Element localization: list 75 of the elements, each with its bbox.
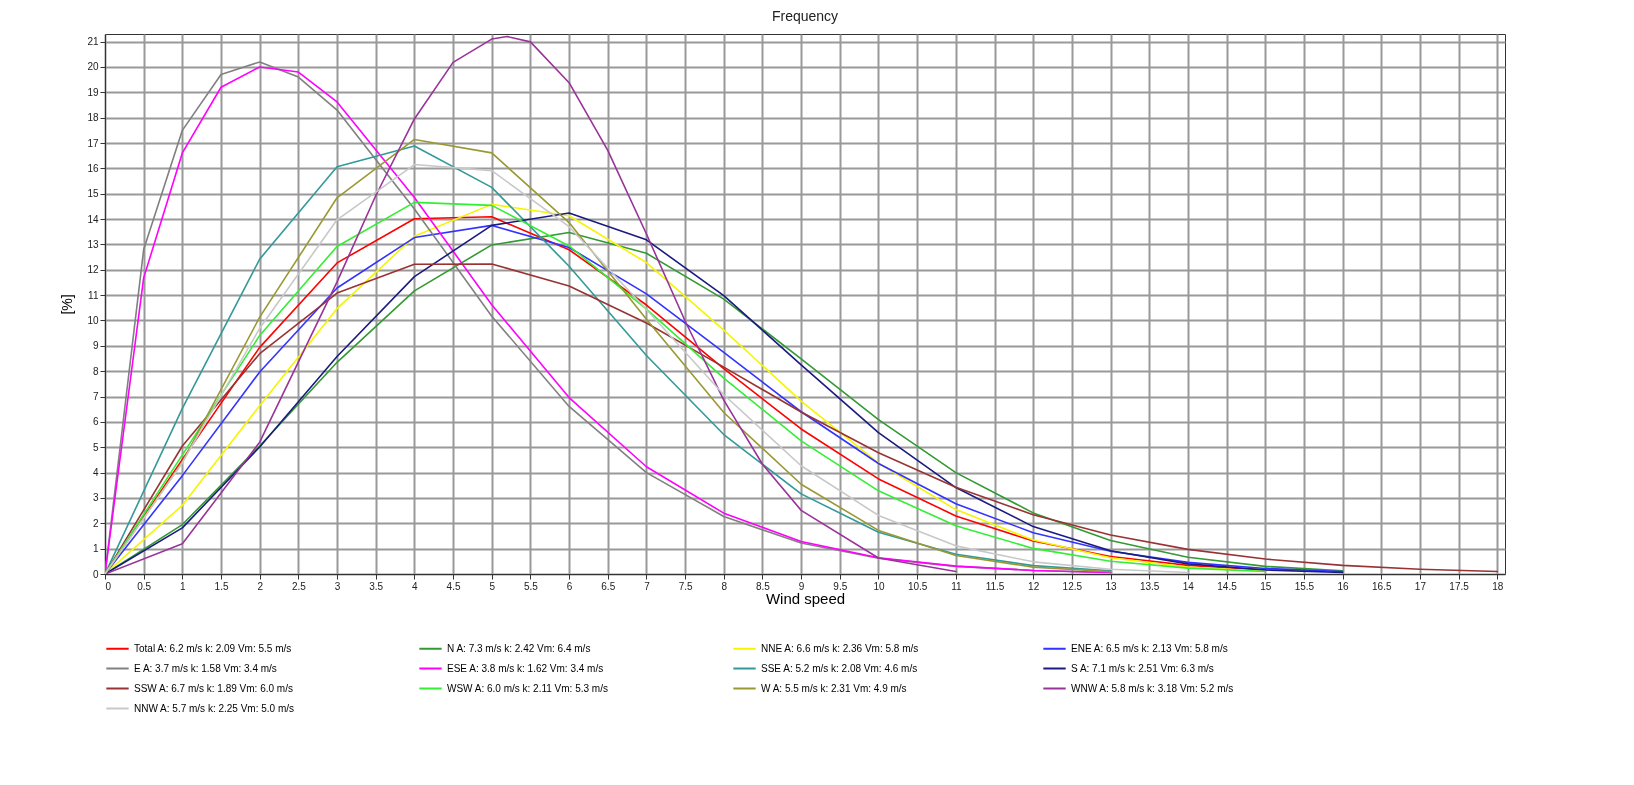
x-tick-label: 1 (180, 580, 187, 592)
legend-label: NNW A: 5.7 m/s k: 2.25 Vm: 5.0 m/s (134, 702, 295, 714)
y-tick-label: 4 (92, 467, 99, 479)
x-tick-label: 9.5 (833, 580, 848, 592)
legend-label: W A: 5.5 m/s k: 2.31 Vm: 4.9 m/s (761, 682, 907, 694)
x-tick-label: 14 (1182, 580, 1195, 592)
x-tick-label: 14.5 (1217, 580, 1238, 592)
legend-label: E A: 3.7 m/s k: 1.58 Vm: 3.4 m/s (134, 662, 277, 674)
legend-label: Total A: 6.2 m/s k: 2.09 Vm: 5.5 m/s (134, 642, 292, 654)
y-tick-label: 14 (87, 213, 99, 225)
x-tick-label: 5.5 (523, 580, 539, 592)
y-tick-label: 0 (92, 568, 99, 580)
y-tick-label: 11 (88, 289, 99, 301)
y-tick-label: 6 (92, 416, 99, 428)
x-tick-label: 16 (1337, 580, 1350, 592)
x-tick-label: 13.5 (1139, 580, 1160, 592)
x-tick-label: 16.5 (1372, 580, 1392, 592)
x-tick-label: 4.5 (446, 580, 461, 592)
y-tick-label: 13 (87, 238, 99, 250)
x-axis-title: Wind speed (765, 589, 846, 607)
y-tick-label: 2 (92, 517, 99, 529)
y-tick-label: 5 (92, 441, 99, 453)
y-tick-label: 15 (87, 188, 99, 200)
x-tick-label: 12 (1028, 580, 1040, 592)
chart-title: Frequency (771, 8, 839, 24)
y-tick-label: 8 (92, 365, 99, 377)
y-tick-label: 3 (92, 492, 99, 504)
legend-label: ENE A: 6.5 m/s k: 2.13 Vm: 5.8 m/s (1071, 642, 1228, 654)
legend-label: WNW A: 5.8 m/s k: 3.18 Vm: 5.2 m/s (1071, 682, 1234, 694)
x-tick-label: 13 (1105, 580, 1118, 592)
legend-label: S A: 7.1 m/s k: 2.51 Vm: 6.3 m/s (1071, 662, 1214, 674)
x-tick-label: 4 (412, 580, 419, 592)
x-tick-label: 7 (644, 580, 651, 592)
y-tick-label: 17 (87, 137, 99, 149)
legend-label: SSE A: 5.2 m/s k: 2.08 Vm: 4.6 m/s (761, 662, 918, 674)
x-tick-label: 6.5 (601, 580, 616, 592)
x-tick-label: 17 (1414, 580, 1427, 592)
y-tick-label: 20 (87, 61, 99, 73)
x-tick-label: 11 (951, 580, 962, 592)
x-tick-label: 2 (257, 580, 264, 592)
legend-label: WSW A: 6.0 m/s k: 2.11 Vm: 5.3 m/s (447, 682, 608, 694)
y-tick-label: 21 (87, 36, 99, 48)
y-tick-label: 12 (87, 264, 99, 276)
legend-label: ESE A: 3.8 m/s k: 1.62 Vm: 3.4 m/s (447, 662, 604, 674)
y-tick-label: 9 (92, 340, 99, 352)
y-axis-title: [%] (59, 294, 76, 315)
x-tick-label: 15.5 (1294, 580, 1315, 592)
y-tick-label: 10 (87, 314, 99, 326)
x-tick-label: 8 (721, 580, 728, 592)
x-tick-label: 0 (105, 580, 112, 592)
y-tick-label: 7 (92, 391, 99, 403)
x-tick-label: 10 (873, 580, 885, 592)
y-tick-label: 18 (87, 112, 99, 124)
x-tick-label: 3 (334, 580, 341, 592)
x-tick-label: 8.5 (756, 580, 771, 592)
x-tick-label: 0.5 (137, 580, 152, 592)
x-tick-label: 3.5 (369, 580, 384, 592)
x-tick-label: 7.5 (678, 580, 693, 592)
x-tick-label: 10.5 (907, 580, 928, 592)
x-tick-label: 12.5 (1062, 580, 1083, 592)
x-tick-label: 1.5 (214, 580, 229, 592)
y-tick-label: 1 (92, 543, 99, 555)
y-tick-label: 19 (87, 86, 99, 98)
legend-label: NNE A: 6.6 m/s k: 2.36 Vm: 5.8 m/s (761, 642, 919, 654)
x-tick-label: 15 (1260, 580, 1272, 592)
x-tick-label: 11.5 (985, 580, 1005, 592)
legend-label: SSW A: 6.7 m/s k: 1.89 Vm: 6.0 m/s (134, 682, 293, 694)
x-tick-label: 18 (1492, 580, 1504, 592)
x-tick-label: 5 (489, 580, 496, 592)
x-tick-label: 17.5 (1449, 580, 1470, 592)
x-tick-label: 9 (798, 580, 805, 592)
x-tick-label: 2.5 (291, 580, 307, 592)
legend-label: N A: 7.3 m/s k: 2.42 Vm: 6.4 m/s (447, 642, 591, 654)
x-tick-label: 6 (566, 580, 573, 592)
y-tick-label: 16 (87, 162, 99, 174)
